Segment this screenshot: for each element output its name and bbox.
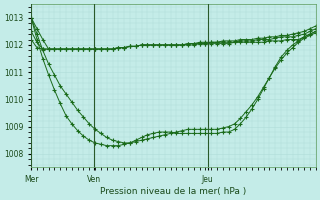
X-axis label: Pression niveau de la mer( hPa ): Pression niveau de la mer( hPa ) (100, 187, 247, 196)
